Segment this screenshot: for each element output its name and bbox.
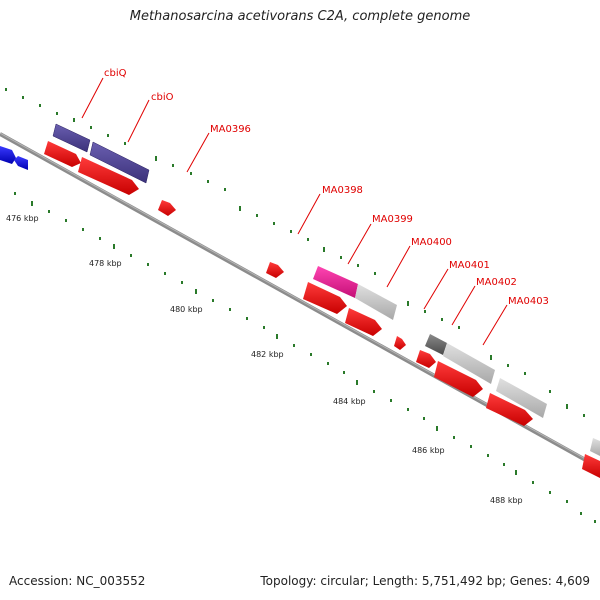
kbp-label-476: 476 kbp (6, 214, 39, 223)
gene-label-MA0402: MA0402 (476, 277, 517, 288)
gene-label-MA0401: MA0401 (449, 260, 490, 271)
kbp-label-478: 478 kbp (89, 259, 122, 268)
feature-MA0401-dark-box[interactable] (425, 334, 447, 355)
gene-MA0403-arrow[interactable] (486, 393, 533, 426)
feature-edge-grey-box[interactable] (590, 438, 600, 456)
kbp-label-486: 486 kbp (412, 446, 445, 455)
feature-cbiQ-box[interactable] (52, 123, 91, 153)
gene-MA0399-arrow[interactable] (303, 282, 347, 314)
gene-label-MA0396: MA0396 (210, 124, 251, 135)
kbp-label-484: 484 kbp (333, 397, 366, 406)
genome-summary-text: Topology: circular; Length: 5,751,492 bp… (260, 574, 590, 588)
feature-MA0403-grey-box[interactable] (496, 378, 547, 418)
gene-cbiO-arrow[interactable] (78, 157, 139, 195)
label-leader-lines (81, 77, 508, 346)
gene-label-cbiQ: cbiQ (104, 68, 127, 79)
accession-text: Accession: NC_003552 (9, 574, 146, 588)
gene-MA0401-small-arrow[interactable] (394, 336, 406, 350)
gene-label-cbiO: cbiO (151, 92, 174, 103)
gene-cbiQ-arrow[interactable] (44, 141, 81, 167)
kbp-label-488: 488 kbp (490, 496, 523, 505)
gene-MA0402-arrow[interactable] (434, 361, 483, 397)
feature-MA0399-grey-box[interactable] (355, 284, 397, 320)
feature-cbiO-box[interactable] (89, 141, 150, 184)
feature-MA0399-box[interactable] (313, 266, 358, 298)
kbp-label-480: 480 kbp (170, 305, 203, 314)
gene-reverse-blue[interactable] (0, 146, 28, 170)
gene-edge-arrow[interactable] (582, 454, 600, 478)
feature-MA0401-grey-box[interactable] (443, 343, 495, 384)
gene-label-MA0399: MA0399 (372, 214, 413, 225)
gene-MA0401-arrow[interactable] (416, 350, 436, 368)
gene-label-MA0403: MA0403 (508, 296, 549, 307)
gene-MA0396-arrow[interactable] (158, 200, 176, 216)
gene-MA0398-arrow[interactable] (266, 262, 284, 278)
tick-track-outer (5, 88, 585, 417)
gene-MA0400-arrow[interactable] (345, 308, 382, 336)
kbp-label-482: 482 kbp (251, 350, 284, 359)
tick-track-inner (14, 192, 596, 523)
gene-label-MA0400: MA0400 (411, 237, 452, 248)
map-title: Methanosarcina acetivorans C2A, complete… (129, 9, 471, 24)
gene-label-MA0398: MA0398 (322, 185, 363, 196)
